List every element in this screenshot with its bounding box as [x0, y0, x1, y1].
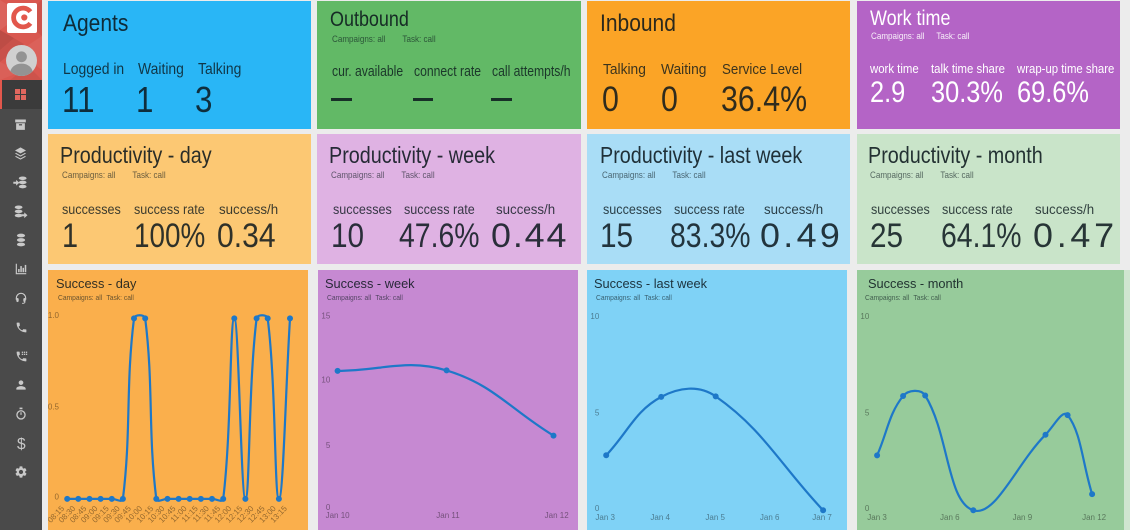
svg-text:5: 5	[864, 409, 869, 418]
svg-text:10: 10	[860, 312, 869, 321]
svg-text:5: 5	[326, 441, 331, 450]
svg-text:Jan 9: Jan 9	[1012, 513, 1032, 522]
svg-text:Jan 10: Jan 10	[326, 511, 351, 520]
svg-text:Jan 11: Jan 11	[436, 511, 460, 520]
svg-text:Jan 6: Jan 6	[760, 513, 780, 522]
svg-text:Jan 3: Jan 3	[596, 513, 616, 522]
svg-text:10: 10	[591, 312, 600, 321]
svg-text:Jan 3: Jan 3	[867, 513, 887, 522]
svg-text:0: 0	[864, 504, 869, 513]
svg-text:1.0: 1.0	[48, 311, 60, 320]
svg-text:10: 10	[321, 376, 330, 385]
svg-text:Jan 12: Jan 12	[545, 511, 570, 520]
svg-text:0: 0	[326, 503, 331, 512]
svg-text:5: 5	[595, 409, 600, 418]
svg-text:Jan 12: Jan 12	[1082, 513, 1107, 522]
svg-text:15: 15	[321, 312, 330, 321]
svg-text:Jan 4: Jan 4	[651, 513, 671, 522]
svg-text:Jan 5: Jan 5	[706, 513, 726, 522]
svg-text:0: 0	[595, 504, 600, 513]
svg-text:0.5: 0.5	[48, 403, 60, 412]
svg-text:0: 0	[55, 493, 60, 502]
svg-text:Jan 6: Jan 6	[940, 513, 960, 522]
svg-text:Jan 7: Jan 7	[813, 513, 833, 522]
